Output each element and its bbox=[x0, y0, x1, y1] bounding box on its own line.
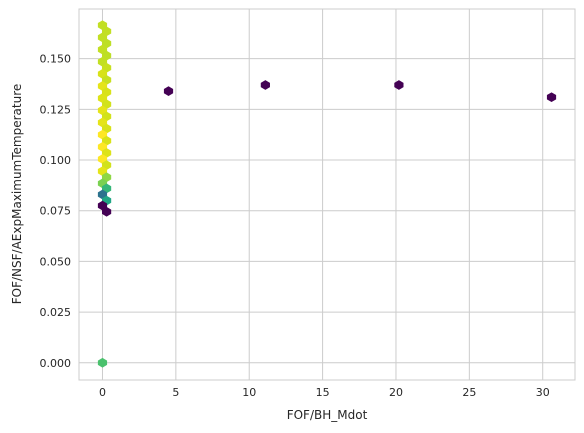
x-tick-label: 20 bbox=[389, 386, 403, 399]
y-tick-label: 0.125 bbox=[40, 103, 72, 116]
x-tick-label: 5 bbox=[172, 386, 179, 399]
x-tick-label: 30 bbox=[536, 386, 550, 399]
y-tick-label: 0.075 bbox=[40, 205, 72, 218]
x-tick-label: 10 bbox=[242, 386, 256, 399]
x-tick-label: 0 bbox=[99, 386, 106, 399]
plot-background bbox=[79, 9, 575, 380]
y-tick-label: 0.150 bbox=[40, 53, 72, 66]
y-tick-label: 0.000 bbox=[40, 357, 72, 370]
y-axis-ticks: 0.000 0.025 0.050 0.075 0.100 0.125 0.150 bbox=[40, 53, 72, 370]
x-axis-label: FOF/BH_Mdot bbox=[287, 408, 368, 422]
y-axis-label: FOF/NSF/AExpMaximumTemperature bbox=[10, 84, 24, 304]
x-tick-label: 25 bbox=[462, 386, 476, 399]
y-tick-label: 0.025 bbox=[40, 306, 72, 319]
y-tick-label: 0.050 bbox=[40, 255, 72, 268]
x-axis-ticks: 0 5 10 15 20 25 30 bbox=[99, 386, 550, 399]
x-tick-label: 15 bbox=[316, 386, 330, 399]
y-tick-label: 0.100 bbox=[40, 154, 72, 167]
